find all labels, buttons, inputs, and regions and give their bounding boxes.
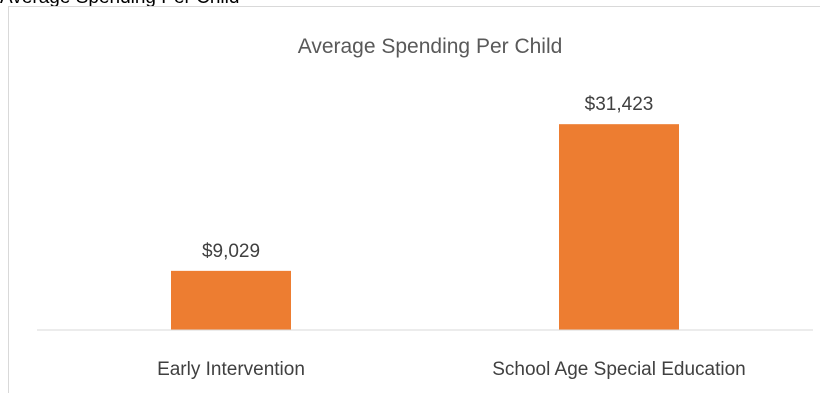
chart-frame	[8, 6, 820, 393]
chart-title: Average Spending Per Child	[298, 35, 563, 58]
x-tick-label-1: School Age Special Education	[492, 359, 746, 380]
data-label-0: $9,029	[202, 241, 260, 262]
x-tick-label-0: Early Intervention	[157, 359, 305, 380]
bar-1	[559, 124, 679, 330]
labels-layer: $9,029 Early Intervention $31,423 School Ag…	[157, 94, 746, 380]
bars-layer	[171, 124, 679, 330]
bar-0	[171, 270, 291, 330]
clipped-heading-text: Average Spending Per Child	[0, 0, 239, 9]
data-label-1: $31,423	[585, 94, 654, 115]
clipped-heading-strip: Average Spending Per Child	[0, 0, 821, 12]
